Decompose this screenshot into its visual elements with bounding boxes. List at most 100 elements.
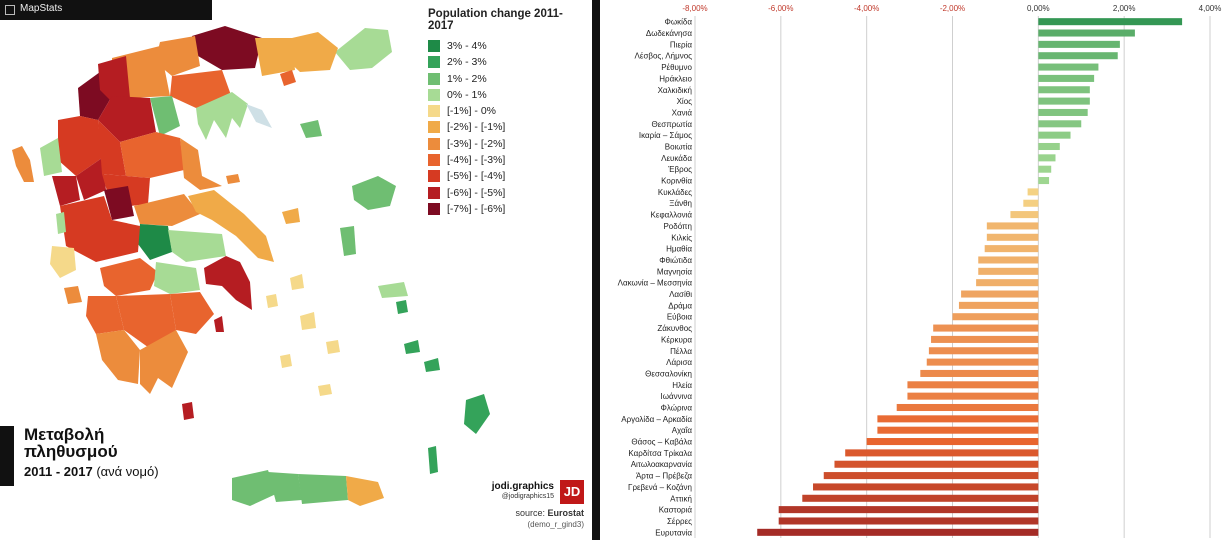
bar — [757, 528, 1039, 536]
bar — [986, 222, 1039, 230]
legend-swatch — [428, 202, 440, 215]
bar — [1038, 154, 1056, 162]
region-cyclades-3 — [300, 312, 316, 330]
bar — [813, 483, 1039, 491]
region-kefalonia — [50, 246, 76, 278]
credit-source-label: source: — [515, 508, 545, 518]
bar — [1038, 120, 1082, 128]
category-label: Αιτωλοακαρνανία — [631, 460, 693, 469]
region-magnesia — [180, 138, 222, 190]
legend-swatch — [428, 154, 440, 167]
bar — [877, 415, 1039, 423]
category-label: Θεσσαλονίκη — [645, 369, 692, 378]
region-fokida — [138, 224, 172, 260]
legend-label: [-4%] - [-3%] — [447, 154, 506, 167]
map-title-block: Μεταβολή πληθυσμού 2011 - 2017 (ανά νομό… — [0, 426, 230, 488]
category-label: Κιλκίς — [671, 233, 692, 242]
region-zakynthos — [64, 286, 82, 304]
bar — [1038, 142, 1060, 151]
category-label: Ηράκλειο — [659, 74, 692, 83]
bar — [1038, 131, 1071, 139]
app-logo-icon — [5, 5, 15, 15]
region-pieria — [150, 96, 180, 136]
region-samos — [378, 282, 408, 298]
legend-label: 0% - 1% — [447, 88, 487, 101]
x-tick-label: 2,00% — [1113, 4, 1136, 13]
region-saronic-islands — [214, 316, 224, 332]
category-label: Ημαθία — [666, 245, 692, 254]
legend-item: 2% - 3% — [428, 56, 588, 72]
bar — [1038, 108, 1088, 116]
bar — [1038, 74, 1095, 82]
category-label: Πέλλα — [670, 347, 692, 356]
region-thrace-mid — [285, 32, 338, 72]
bar — [952, 313, 1039, 321]
category-label: Θάσος – Καβάλα — [631, 438, 692, 447]
region-cyclades-6 — [318, 384, 332, 396]
region-messinia — [96, 330, 140, 384]
bar — [1038, 18, 1183, 26]
legend-item: [-4%] - [-3%] — [428, 154, 588, 170]
category-label: Καρδίτσα Τρίκαλα — [628, 449, 692, 458]
region-karpathos — [428, 446, 438, 474]
category-label: Σέρρες — [667, 517, 692, 526]
region-argolida — [170, 292, 214, 334]
panel-divider — [592, 0, 600, 540]
bar — [976, 279, 1039, 287]
region-dodecanese-3 — [424, 358, 440, 372]
legend-swatch — [428, 137, 440, 150]
category-label: Άρτα – Πρέβεζα — [636, 472, 692, 481]
category-label: Φθιώτιδα — [659, 256, 692, 265]
region-serres — [192, 26, 262, 70]
legend-swatch — [428, 56, 440, 69]
legend-item: 3% - 4% — [428, 40, 588, 56]
category-label: Ζάκυνθος — [657, 324, 692, 333]
bar — [978, 256, 1039, 264]
map-subtitle-suffix: (ανά νομό) — [96, 464, 159, 479]
category-label: Δωδεκάνησα — [646, 29, 693, 38]
bar — [920, 369, 1039, 377]
legend-swatch — [428, 170, 440, 183]
region-thesprotia — [40, 138, 62, 176]
region-corinthia — [154, 262, 200, 294]
legend-item: [-2%] - [-1%] — [428, 121, 588, 137]
category-label: Θεσπρωτία — [652, 120, 693, 129]
x-tick-label: -6,00% — [768, 4, 793, 13]
credit-brand: jodi.graphics — [491, 481, 554, 492]
bar — [823, 472, 1039, 480]
bar — [866, 438, 1039, 446]
x-tick-label: -2,00% — [940, 4, 965, 13]
region-cyclades-2 — [266, 294, 278, 308]
map-subtitle-years: 2011 - 2017 — [24, 464, 93, 479]
category-label: Ξάνθη — [669, 199, 692, 208]
region-lakonia — [140, 330, 188, 394]
greece-map — [12, 26, 490, 506]
region-rhodes — [464, 394, 490, 434]
category-label: Αχαΐα — [672, 426, 693, 435]
bar — [961, 290, 1039, 298]
category-label: Αργολίδα – Αρκαδία — [621, 415, 692, 424]
bar — [978, 267, 1039, 275]
credit-dataset: (demo_r_gind3) — [527, 520, 584, 529]
region-cyclades-5 — [280, 354, 292, 368]
category-label: Κυκλάδες — [658, 188, 692, 197]
region-skyros — [282, 208, 300, 224]
x-tick-label: 4,00% — [1199, 4, 1222, 13]
bar — [1038, 165, 1052, 173]
region-lesvos — [352, 176, 396, 210]
credit-block: jodi.graphics @jodigraphics15 JD source:… — [470, 478, 588, 534]
credit-source-name: Eurostat — [547, 508, 584, 518]
category-label: Λάρισα — [666, 358, 692, 367]
category-label: Λακωνία – Μεσσηνία — [618, 279, 693, 288]
category-label: Κορινθία — [661, 177, 692, 186]
category-label: Εύβοια — [667, 313, 693, 322]
bar — [877, 426, 1039, 434]
category-label: Φλώρινα — [661, 404, 693, 413]
legend-swatch — [428, 186, 440, 199]
x-tick-label: -4,00% — [854, 4, 879, 13]
credit-handle: @jodigraphics15 — [501, 493, 554, 500]
legend-swatch — [428, 72, 440, 85]
bar — [845, 449, 1039, 457]
bar — [778, 517, 1039, 525]
region-arta — [76, 158, 106, 200]
